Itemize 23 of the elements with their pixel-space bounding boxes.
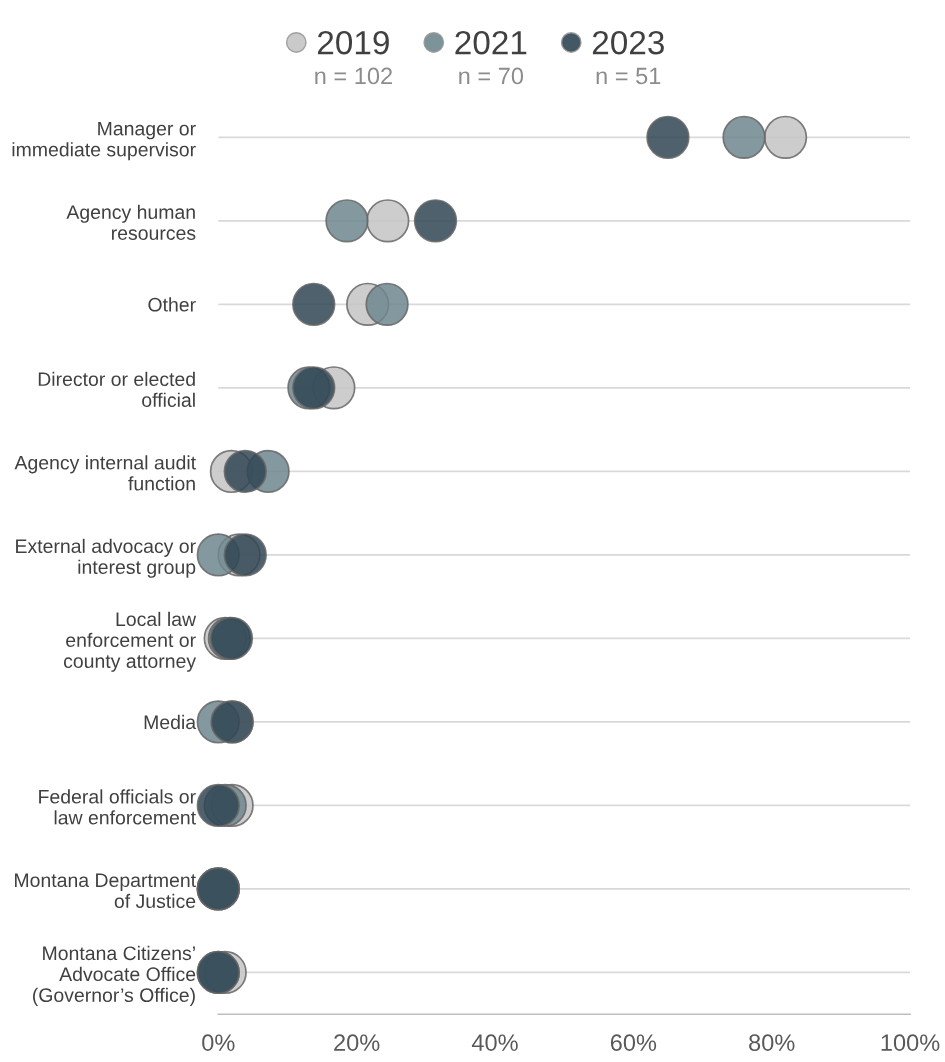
y-tick-label: Montana Citizens’ Advocate Office (Governor’s Office) <box>33 945 196 1006</box>
legend-label: 2023 <box>592 30 664 55</box>
text: n = 70 <box>459 67 524 85</box>
x-tick-label: 20% <box>334 1034 380 1051</box>
y-tick-label: Director or elected official <box>38 371 195 407</box>
y-tick-label: Manager or immediate supervisor <box>12 121 196 161</box>
y-tick-label: Media <box>144 714 197 730</box>
x-tick-label: 100% <box>881 1034 940 1051</box>
y-tick-label: Agency internal audit function <box>14 455 196 491</box>
x-tick-label: 40% <box>471 1034 518 1051</box>
y-tick-label: External advocacy or interest group <box>16 538 196 578</box>
x-tick-label: 0% <box>202 1034 235 1051</box>
x-tick-label: 80% <box>749 1034 795 1051</box>
legend-label: 2021 <box>455 30 527 55</box>
legend-label: 2019 <box>317 30 389 55</box>
x-tick-label: 60% <box>610 1034 657 1051</box>
text: n = 102 <box>315 67 392 85</box>
y-tick-label: Local law enforcement or county attorney <box>63 611 197 672</box>
y-tick-label: Federal officials or law enforcement <box>39 789 196 825</box>
y-tick-label: Montana Department of Justice <box>15 873 196 909</box>
y-tick-label: Other <box>148 297 196 312</box>
text: n = 51 <box>596 67 661 85</box>
y-tick-label: Agency human resources <box>66 204 196 240</box>
